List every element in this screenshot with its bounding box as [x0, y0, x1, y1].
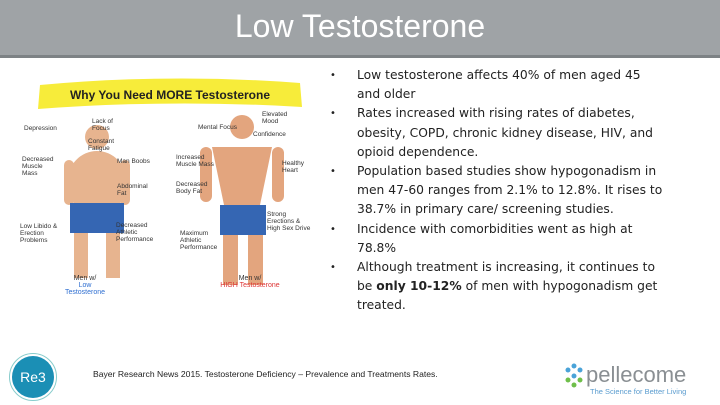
figure-label: Decreased Body Fat: [176, 181, 208, 195]
figure-label: Maximum Athletic Performance: [180, 230, 218, 251]
right-logo: pellecome The Science for Better Living: [565, 362, 686, 396]
figure-label: Decreased Athletic Performance: [116, 222, 154, 243]
figure-label: Healthy Heart: [282, 160, 305, 174]
figure-label: Confidence: [253, 131, 286, 138]
logo-text: Re3: [20, 369, 46, 385]
figure-label: Lack of Focus: [92, 118, 113, 132]
caption-line: HIGH Testosterone: [220, 282, 280, 289]
bullet-text: Although treatment is increasing, it con…: [357, 260, 655, 294]
low-man: [64, 125, 130, 278]
figure-label: Decreased Muscle Mass: [22, 156, 54, 177]
bullet-text: of men with hypogonadism get treated.: [357, 279, 658, 313]
bullet-list: Low testosterone affects 40% of men aged…: [330, 66, 665, 316]
citation: Bayer Research News 2015. Testosterone D…: [93, 369, 438, 379]
figure-label: Constant Fatigue: [88, 138, 115, 152]
figure-label: Depression: [24, 125, 57, 132]
high-man: [200, 115, 284, 285]
bullet: Incidence with comorbidities went as hig…: [330, 220, 665, 258]
figure-label: Man Boobs: [117, 158, 150, 165]
banner: [38, 78, 302, 109]
caption-line: Men w/: [238, 275, 262, 282]
bullet: Population based studies show hypogonadi…: [330, 162, 665, 220]
header-bar: [0, 0, 720, 58]
figure-title: Why You Need MORE Testosterone: [70, 88, 270, 102]
illustration: Why You Need MORE Testosterone: [38, 78, 302, 285]
figure-label: Elevated Mood: [262, 111, 288, 125]
figure-label: Strong Erections & High Sex Drive: [267, 211, 311, 232]
title: Low Testosterone: [234, 8, 486, 44]
bullet: Low testosterone affects 40% of men aged…: [330, 66, 665, 104]
figure-label: Low Libido & Erection Problems: [20, 223, 58, 244]
figure-label: Mental Focus: [198, 124, 238, 131]
bullet: Rates increased with rising rates of dia…: [330, 104, 665, 162]
figure-label: Abdominal Fat: [117, 183, 148, 197]
bullet: Although treatment is increasing, it con…: [330, 258, 665, 316]
caption-line: Low Testosterone: [64, 282, 106, 296]
bullet-bold: only 10-12%: [376, 279, 462, 294]
logo-tagline: The Science for Better Living: [590, 387, 686, 396]
left-logo: Re3: [9, 353, 57, 401]
figure-label: Increased Muscle Mass: [176, 154, 214, 168]
low-caption: Men w/Low Testosterone: [60, 275, 110, 296]
high-caption: Men w/HIGH Testosterone: [215, 275, 285, 289]
caption-line: Men w/: [73, 275, 97, 282]
logo-text: pellecome: [586, 362, 686, 387]
